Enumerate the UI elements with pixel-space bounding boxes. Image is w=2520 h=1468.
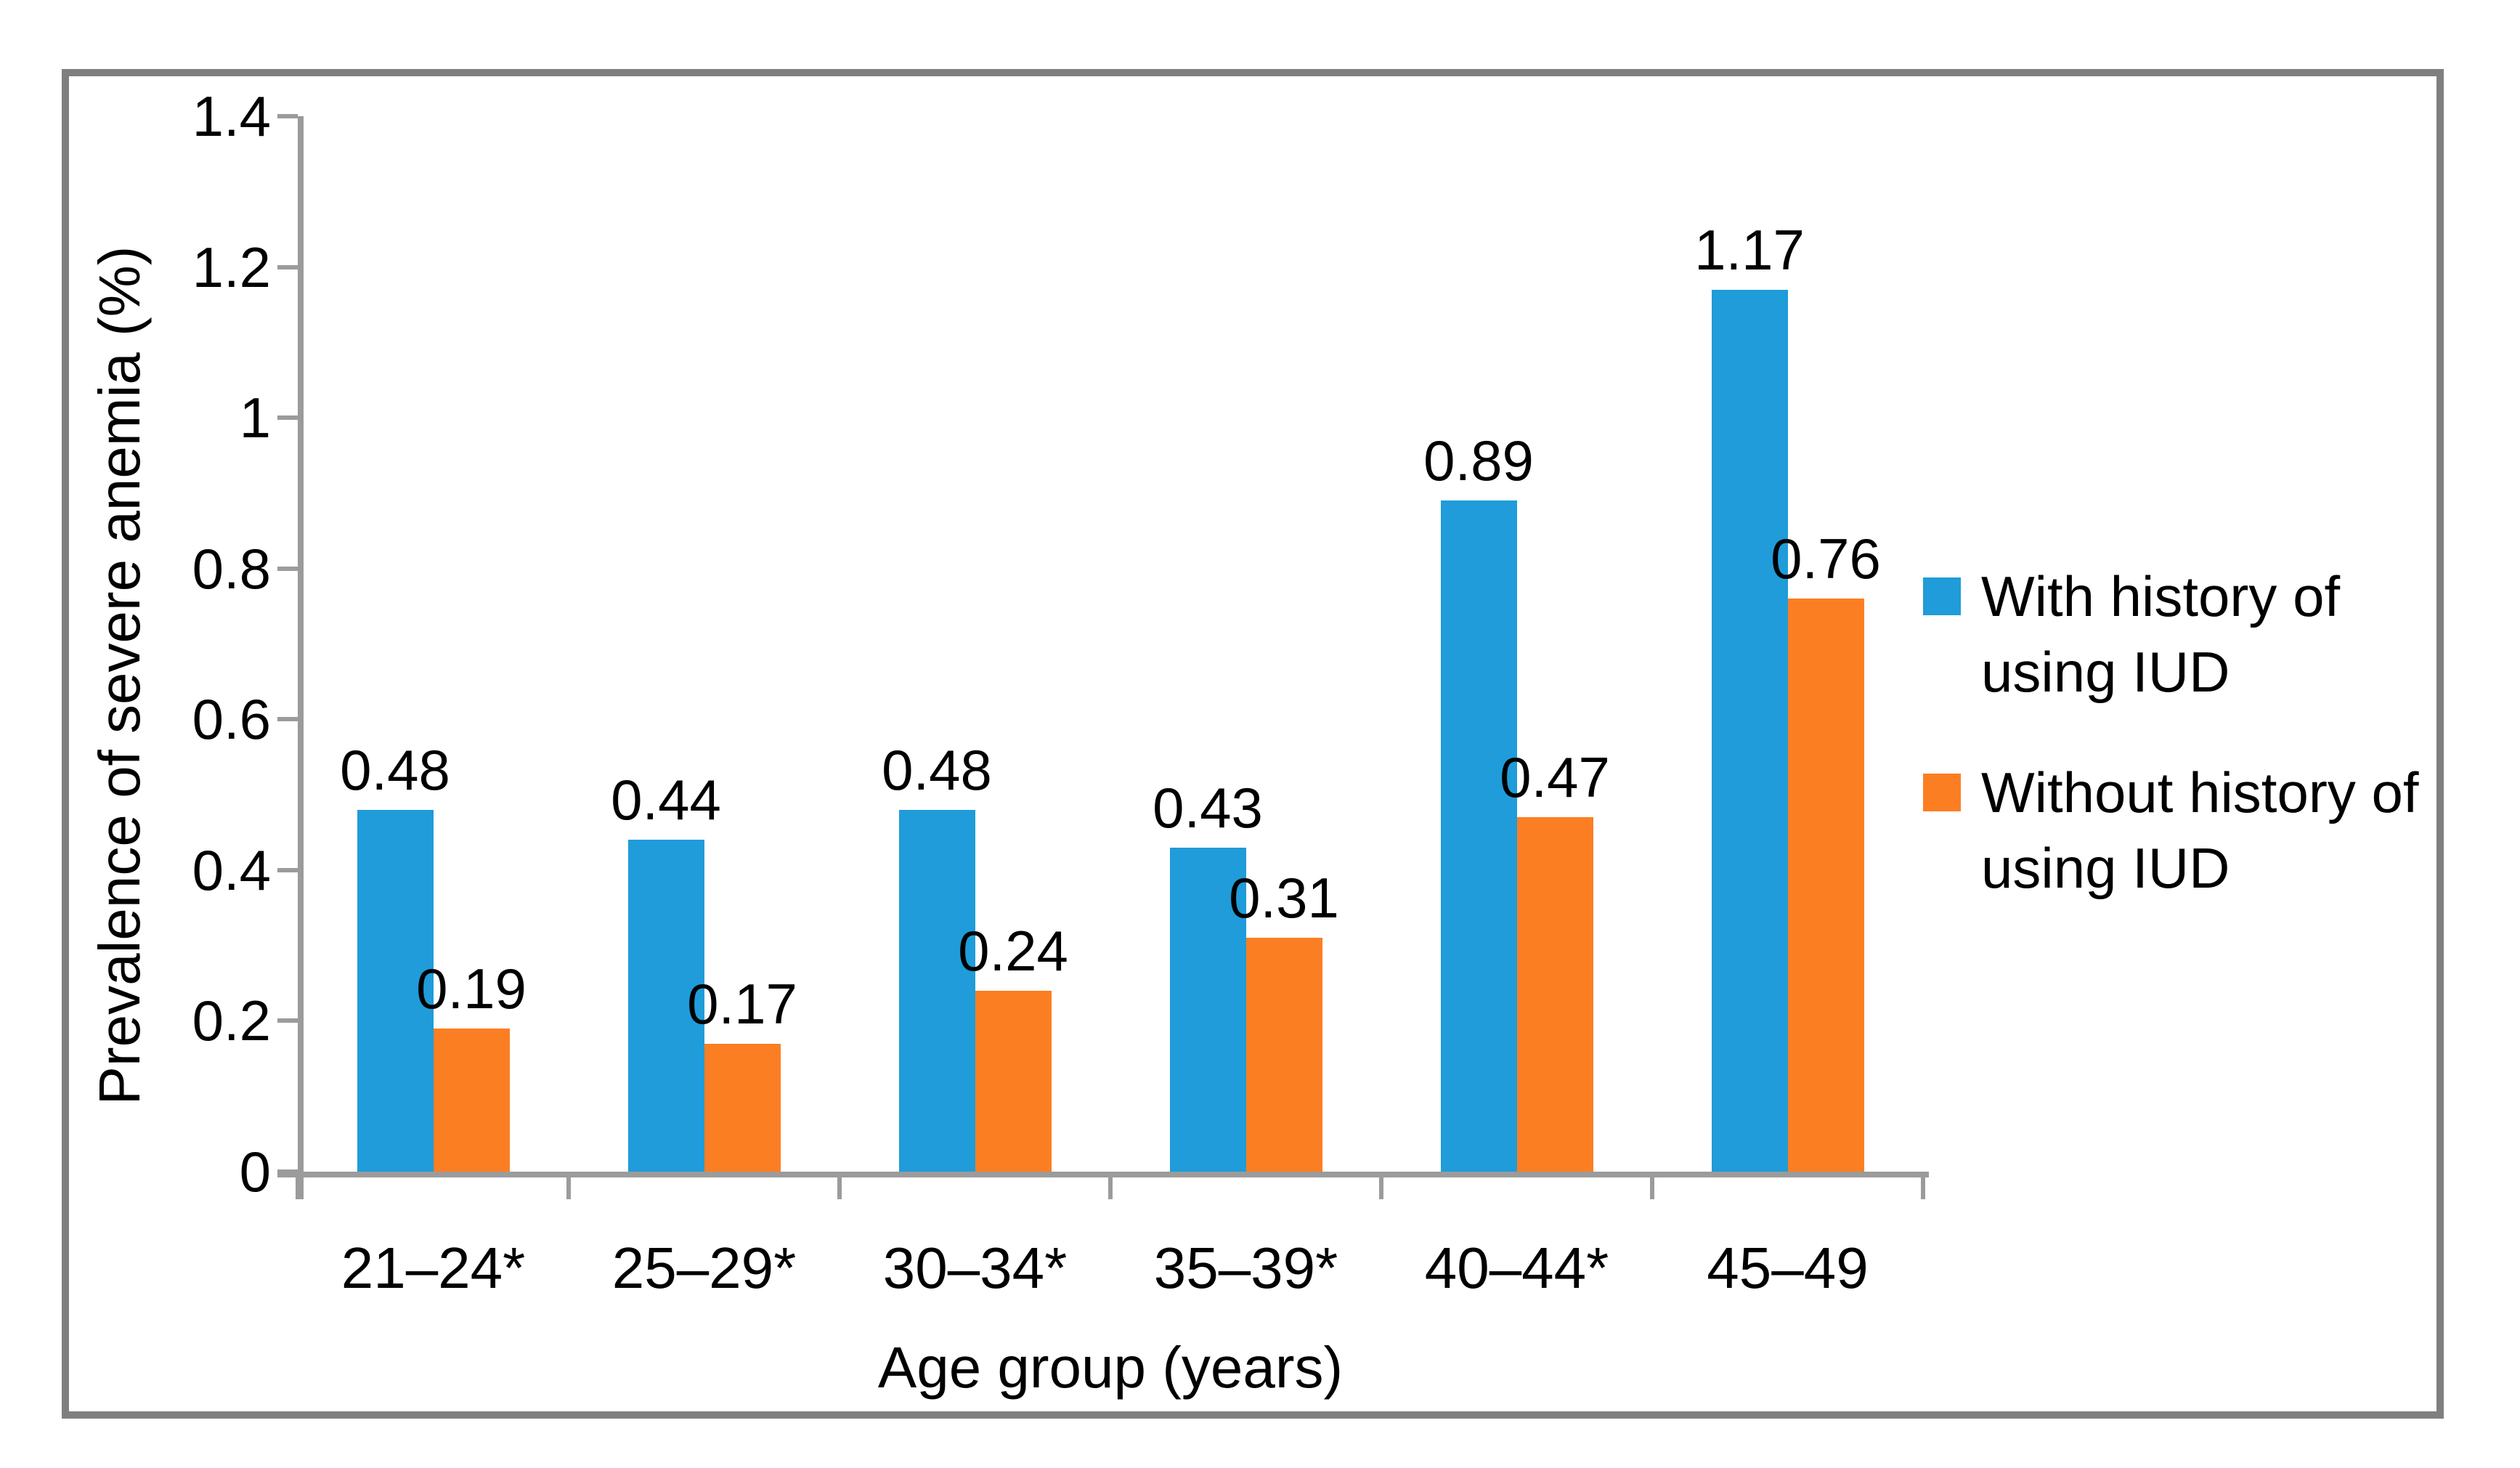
bar-value-label: 0.47 xyxy=(1500,745,1610,810)
y-axis-line xyxy=(298,116,304,1199)
bar-value-label: 0.48 xyxy=(882,737,992,802)
bar-without-iud xyxy=(433,1028,510,1172)
legend-label: Without history of using IUD xyxy=(1981,761,2419,900)
bar-value-label: 0.48 xyxy=(340,737,450,802)
x-axis-tick xyxy=(837,1177,842,1199)
x-axis-title: Age group (years) xyxy=(877,1335,1344,1400)
y-tick-label: 1.2 xyxy=(192,235,271,299)
x-category-label: 45–49 xyxy=(1707,1236,1869,1300)
y-axis-tick xyxy=(277,264,298,269)
x-category-label: 35–39* xyxy=(1153,1236,1338,1300)
y-axis-tick xyxy=(277,717,298,722)
y-tick-label: 0 xyxy=(239,1140,271,1204)
bar-value-label: 0.76 xyxy=(1771,527,1881,591)
x-axis-tick xyxy=(1379,1177,1383,1199)
bar-value-label: 0.17 xyxy=(687,971,797,1036)
y-tick-label: 0.8 xyxy=(192,536,271,601)
x-axis-line xyxy=(277,1172,1929,1177)
y-axis-tick xyxy=(277,415,298,421)
y-tick-label: 0.6 xyxy=(192,687,271,752)
y-axis-title: Prevalence of severe anemia (%) xyxy=(87,246,152,1106)
x-axis-tick xyxy=(1108,1177,1113,1199)
bar-value-label: 0.24 xyxy=(958,918,1068,983)
bar-without-iud xyxy=(975,990,1052,1172)
bar-value-label: 1.17 xyxy=(1694,217,1805,282)
legend-label: With history of using IUD xyxy=(1981,564,2341,704)
y-axis-tick xyxy=(277,566,298,571)
bar-value-label: 0.89 xyxy=(1423,429,1534,493)
x-axis-tick xyxy=(1921,1177,1925,1199)
y-axis-tick xyxy=(277,1169,298,1174)
bar-with-iud xyxy=(627,840,704,1172)
y-tick-label: 0.2 xyxy=(192,989,271,1053)
x-axis-tick xyxy=(566,1177,571,1199)
x-category-label: 21–24* xyxy=(341,1236,526,1300)
bar-with-iud xyxy=(898,809,975,1172)
y-tick-label: 1 xyxy=(239,386,271,450)
y-axis-tick xyxy=(277,1018,298,1023)
bar-with-iud xyxy=(1169,847,1246,1172)
legend-item: With history of using IUD xyxy=(1923,559,2446,710)
legend-swatch-icon xyxy=(1923,774,1961,811)
y-axis-tick xyxy=(277,114,298,118)
x-category-label: 25–29* xyxy=(611,1236,797,1300)
y-axis-tick xyxy=(277,867,298,872)
bar-with-iud xyxy=(1711,289,1788,1172)
x-category-label: 40–44* xyxy=(1424,1236,1609,1300)
bar-value-label: 0.44 xyxy=(611,768,721,832)
legend-item: Without history of using IUD xyxy=(1923,755,2446,906)
x-axis-tick xyxy=(1650,1177,1654,1199)
bar-with-iud xyxy=(1440,500,1517,1172)
bar-with-iud xyxy=(357,809,434,1172)
legend: With history of using IUD Without history … xyxy=(1923,559,2446,951)
legend-swatch-icon xyxy=(1923,577,1961,615)
bar-value-label: 0.19 xyxy=(416,956,527,1021)
bar-value-label: 0.31 xyxy=(1229,866,1339,930)
bar-value-label: 0.43 xyxy=(1153,775,1263,840)
chart-border-box: Prevalence of severe anemia (%) Age grou… xyxy=(62,69,2444,1419)
y-tick-label: 1.4 xyxy=(192,84,271,148)
bar-without-iud xyxy=(1516,817,1593,1172)
y-tick-label: 0.4 xyxy=(192,838,271,902)
bar-without-iud xyxy=(704,1043,781,1172)
bar-without-iud xyxy=(1245,938,1322,1172)
bar-without-iud xyxy=(1787,599,1864,1172)
x-category-label: 30–34* xyxy=(882,1236,1068,1300)
x-axis-tick xyxy=(296,1177,300,1199)
